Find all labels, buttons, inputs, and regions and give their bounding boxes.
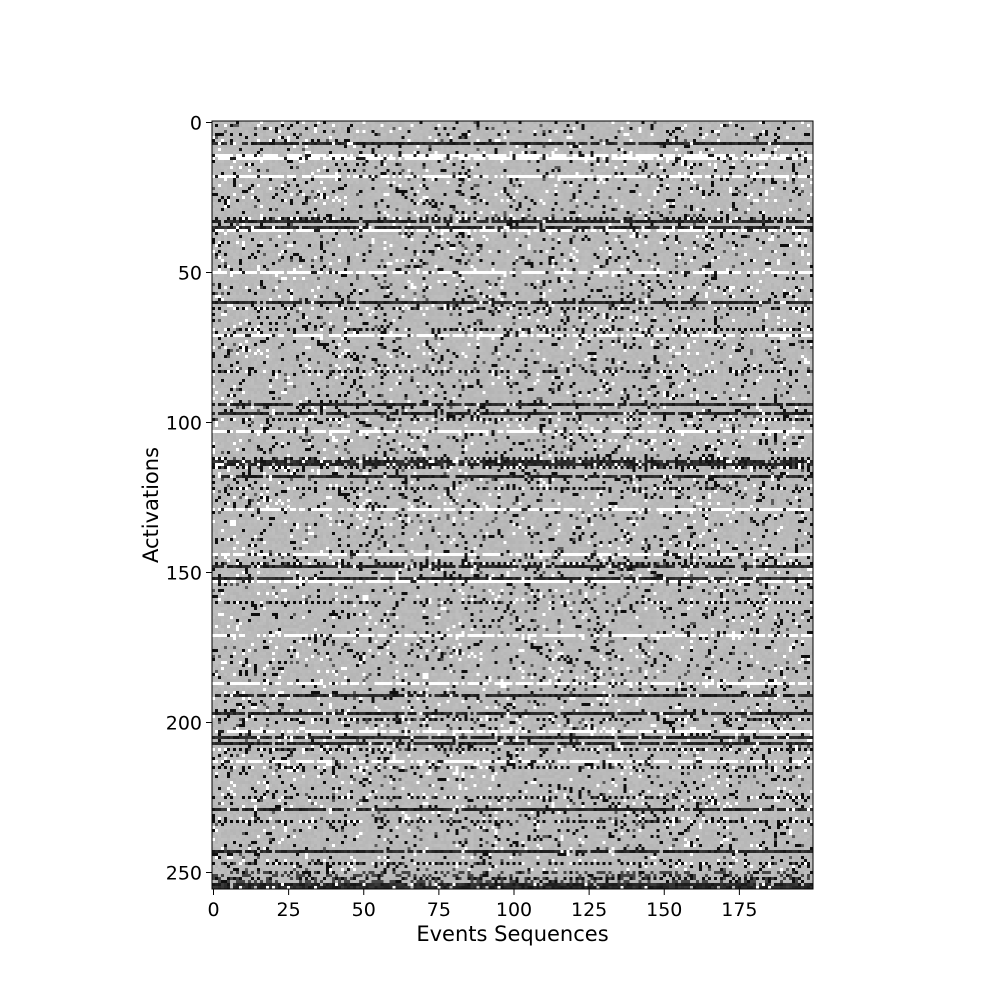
x-tick-label: 175 — [721, 899, 757, 921]
heatmap-image — [212, 121, 813, 889]
y-axis: 0 50 100 150 200 250 — [166, 113, 212, 885]
y-tick-label: 250 — [166, 863, 202, 885]
y-tick-label: 100 — [166, 413, 202, 435]
x-axis: 0 25 50 75 100 125 150 175 — [207, 889, 758, 921]
y-tick-label: 0 — [190, 113, 202, 135]
x-tick-label: 100 — [496, 899, 532, 921]
x-tick-label: 75 — [427, 899, 451, 921]
y-tick-label: 50 — [178, 263, 202, 285]
x-tick-label: 25 — [277, 899, 301, 921]
heatmap — [212, 121, 813, 889]
x-tick-label: 50 — [352, 899, 376, 921]
x-tick-label: 150 — [646, 899, 682, 921]
y-tick-label: 150 — [166, 563, 202, 585]
x-tick-label: 125 — [571, 899, 607, 921]
x-axis-label: Events Sequences — [416, 922, 608, 946]
y-axis-label: Activations — [139, 447, 163, 563]
x-tick-label: 0 — [207, 899, 219, 921]
y-tick-label: 200 — [166, 713, 202, 735]
plot-frame — [211, 120, 814, 890]
